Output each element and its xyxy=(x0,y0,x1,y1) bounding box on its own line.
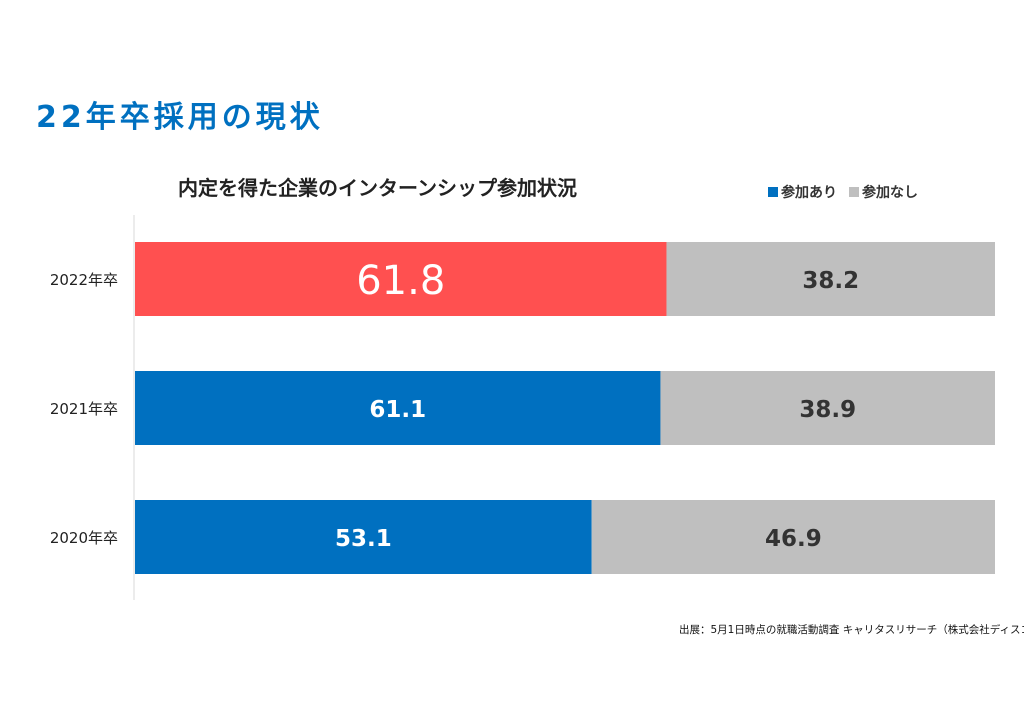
slide-title: 22年卒採用の現状 xyxy=(36,100,324,135)
legend-label-not-participated: 参加なし xyxy=(862,185,918,201)
data-label-not-participated: 38.9 xyxy=(799,397,856,423)
data-label-not-participated: 46.9 xyxy=(765,526,822,552)
category-label: 2022年卒 xyxy=(50,271,118,289)
legend-item-participated: 参加あり xyxy=(768,182,837,202)
bar-not-participated xyxy=(660,371,995,445)
bar-participated xyxy=(135,500,592,574)
legend-swatch-not-participated xyxy=(849,187,859,197)
data-label-not-participated: 38.2 xyxy=(802,268,859,294)
chart-title: 内定を得た企業のインターンシップ参加状況 xyxy=(178,176,577,200)
chart-legend: 参加あり 参加なし xyxy=(768,182,930,202)
data-label-participated: 61.1 xyxy=(369,397,426,423)
legend-label-participated: 参加あり xyxy=(781,185,837,201)
data-label-participated: 61.8 xyxy=(356,258,445,304)
source-note: 出展：5月1日時点の就職活動調査 キャリタスリサーチ（株式会社ディスコ） xyxy=(679,624,1024,636)
bar-participated xyxy=(135,371,661,445)
legend-item-not-participated: 参加なし xyxy=(849,182,918,202)
category-label: 2020年卒 xyxy=(50,529,118,547)
category-label: 2021年卒 xyxy=(50,400,118,418)
bar-participated xyxy=(135,242,667,316)
data-label-participated: 53.1 xyxy=(335,526,392,552)
bar-not-participated xyxy=(591,500,995,574)
bar-not-participated xyxy=(666,242,995,316)
legend-swatch-participated xyxy=(768,187,778,197)
